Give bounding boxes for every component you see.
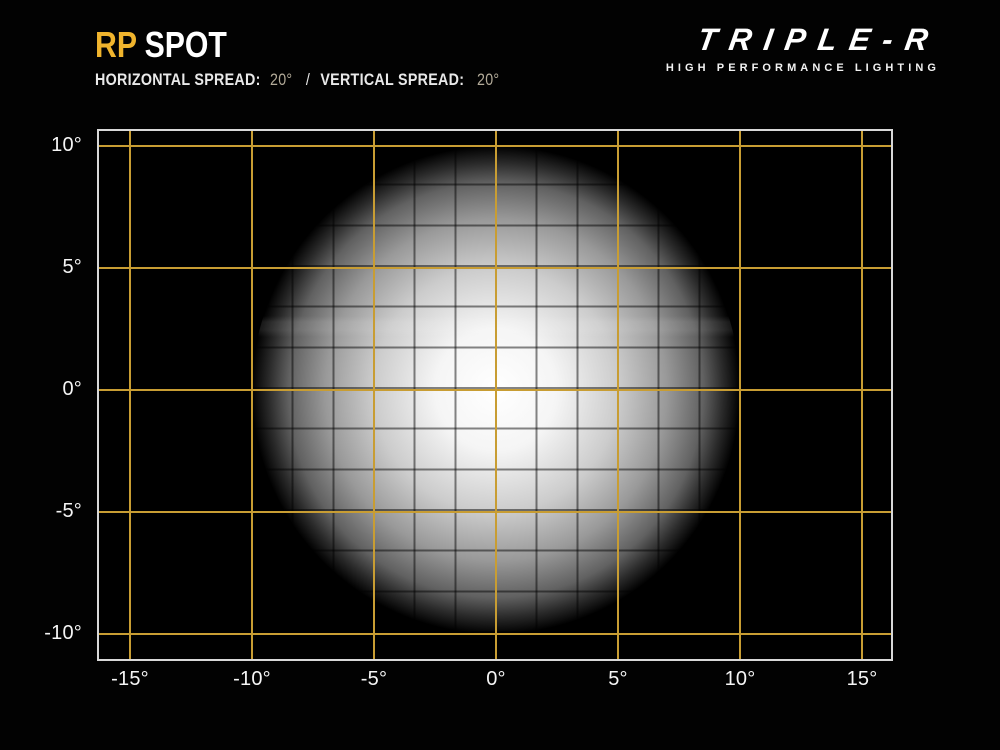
x-axis-tick-label: 5°	[608, 668, 628, 690]
major-gridline-horizontal	[99, 145, 891, 147]
beam-pattern-chart	[97, 129, 893, 661]
major-gridline-vertical	[373, 131, 375, 659]
y-axis-tick-label: -10°	[44, 622, 82, 644]
product-title-main: SPOT	[144, 24, 227, 65]
major-gridline-vertical	[251, 131, 253, 659]
x-axis-tick-label: -15°	[111, 668, 149, 690]
brand-tagline: HIGH PERFORMANCE LIGHTING	[665, 62, 940, 74]
x-axis-tick-label: 0°	[486, 668, 506, 690]
major-gridline-vertical	[617, 131, 619, 659]
brand-logo: TRIPLE-R HIGH PERFORMANCE LIGHTING	[665, 22, 943, 74]
horizontal-spread-label: HORIZONTAL SPREAD:	[95, 69, 261, 89]
major-gridline-horizontal	[99, 633, 891, 635]
product-series-accent: RP	[95, 24, 138, 65]
y-axis-tick-label: -5°	[55, 500, 82, 522]
major-gridline-horizontal	[99, 267, 891, 269]
x-axis-tick-label: -5°	[360, 668, 388, 690]
major-gridline-horizontal	[99, 389, 891, 391]
major-gridline-vertical	[495, 131, 497, 659]
x-axis-tick-label: 10°	[724, 668, 756, 690]
major-gridline-vertical	[739, 131, 741, 659]
major-gridline-vertical	[129, 131, 131, 659]
horizontal-spread-value: 20°	[269, 69, 293, 89]
major-gridline-horizontal	[99, 511, 891, 513]
spread-divider: /	[305, 69, 311, 89]
y-axis-tick-label: 0°	[62, 378, 82, 400]
product-title: RP SPOT	[95, 26, 503, 64]
spread-info: HORIZONTAL SPREAD: 20° / VERTICAL SPREAD…	[95, 70, 503, 90]
y-axis-tick-label: 5°	[62, 256, 82, 278]
vertical-spread-value: 20°	[476, 69, 500, 89]
x-axis-tick-label: 15°	[846, 668, 878, 690]
brand-wordmark: TRIPLE-R	[695, 22, 943, 57]
y-axis-tick-label: 10°	[51, 134, 82, 156]
major-gridline-vertical	[861, 131, 863, 659]
x-axis-tick-label: -10°	[233, 668, 271, 690]
header: RP SPOT HORIZONTAL SPREAD: 20° / VERTICAL…	[95, 26, 503, 90]
vertical-spread-label: VERTICAL SPREAD:	[320, 69, 465, 89]
